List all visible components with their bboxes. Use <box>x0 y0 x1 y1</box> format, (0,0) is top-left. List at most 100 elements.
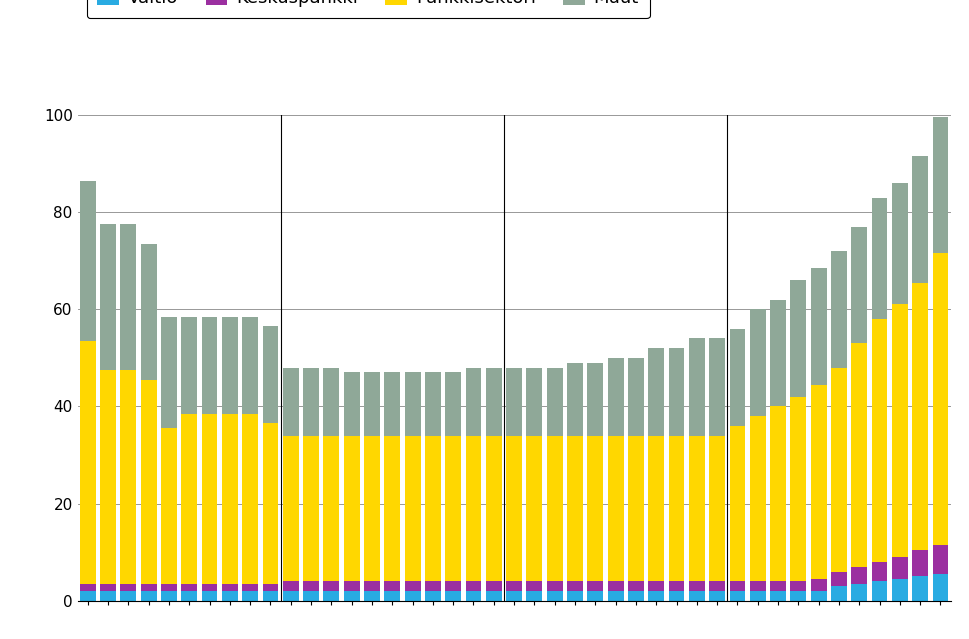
Bar <box>222 413 237 583</box>
Bar <box>222 591 237 601</box>
Bar <box>911 282 927 550</box>
Bar <box>120 583 136 591</box>
Bar <box>202 316 217 413</box>
Bar <box>424 436 440 581</box>
Bar <box>79 341 96 583</box>
Bar <box>120 591 136 601</box>
Bar <box>790 581 805 591</box>
Bar <box>161 591 176 601</box>
Bar <box>668 436 684 581</box>
Bar <box>607 358 623 436</box>
Bar <box>323 367 339 436</box>
Bar <box>303 367 319 436</box>
Bar <box>627 358 643 436</box>
Bar <box>830 586 846 601</box>
Bar <box>363 581 380 591</box>
Bar <box>202 413 217 583</box>
Bar <box>202 591 217 601</box>
Bar <box>283 367 298 436</box>
Bar <box>485 436 501 581</box>
Bar <box>607 591 623 601</box>
Bar <box>79 583 96 591</box>
Bar <box>931 118 948 254</box>
Bar <box>851 343 866 567</box>
Bar <box>688 339 704 436</box>
Bar <box>263 327 278 424</box>
Bar <box>141 591 156 601</box>
Bar <box>769 406 785 581</box>
Bar <box>465 591 481 601</box>
Bar <box>810 579 826 591</box>
Bar <box>567 436 582 581</box>
Bar <box>445 581 460 591</box>
Bar <box>424 581 440 591</box>
Bar <box>384 436 400 581</box>
Bar <box>790 397 805 581</box>
Bar <box>891 304 907 557</box>
Bar <box>181 316 197 413</box>
Bar <box>688 436 704 581</box>
Bar <box>567 363 582 436</box>
Bar <box>303 591 319 601</box>
Bar <box>242 583 258 591</box>
Bar <box>647 348 664 436</box>
Bar <box>485 581 501 591</box>
Bar <box>120 224 136 370</box>
Bar <box>424 591 440 601</box>
Bar <box>363 436 380 581</box>
Bar <box>708 339 724 436</box>
Bar <box>445 373 460 436</box>
Bar <box>627 436 643 581</box>
Bar <box>79 591 96 601</box>
Bar <box>708 436 724 581</box>
Bar <box>323 436 339 581</box>
Bar <box>181 413 197 583</box>
Bar <box>465 436 481 581</box>
Bar <box>79 181 96 341</box>
Bar <box>485 367 501 436</box>
Bar <box>587 591 603 601</box>
Bar <box>931 574 948 601</box>
Bar <box>506 581 521 591</box>
Bar <box>404 436 421 581</box>
Bar <box>343 591 359 601</box>
Bar <box>384 581 400 591</box>
Bar <box>445 591 460 601</box>
Bar <box>587 581 603 591</box>
Bar <box>404 591 421 601</box>
Bar <box>547 581 562 591</box>
Bar <box>607 581 623 591</box>
Bar <box>323 581 339 591</box>
Bar <box>526 591 542 601</box>
Bar <box>100 224 116 370</box>
Bar <box>851 227 866 343</box>
Bar <box>749 416 765 581</box>
Bar <box>587 363 603 436</box>
Bar <box>931 254 948 545</box>
Bar <box>283 591 298 601</box>
Bar <box>931 545 948 574</box>
Bar <box>769 591 785 601</box>
Bar <box>100 370 116 583</box>
Bar <box>627 581 643 591</box>
Bar <box>323 591 339 601</box>
Bar <box>465 367 481 436</box>
Bar <box>242 316 258 413</box>
Bar <box>567 581 582 591</box>
Bar <box>688 591 704 601</box>
Bar <box>465 581 481 591</box>
Bar <box>729 591 744 601</box>
Bar <box>668 581 684 591</box>
Bar <box>283 436 298 581</box>
Bar <box>384 591 400 601</box>
Bar <box>587 436 603 581</box>
Bar <box>100 583 116 591</box>
Bar <box>222 316 237 413</box>
Bar <box>181 583 197 591</box>
Bar <box>424 373 440 436</box>
Bar <box>343 373 359 436</box>
Bar <box>263 424 278 583</box>
Bar <box>161 583 176 591</box>
Bar <box>749 309 765 416</box>
Bar <box>749 581 765 591</box>
